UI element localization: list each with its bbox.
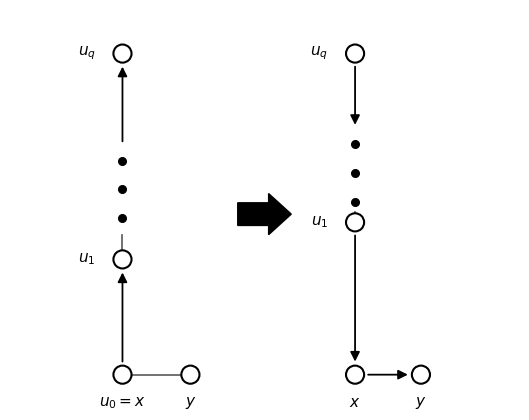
- Circle shape: [346, 213, 364, 231]
- Circle shape: [181, 365, 199, 384]
- Circle shape: [412, 365, 430, 384]
- Circle shape: [113, 45, 132, 63]
- Circle shape: [346, 365, 364, 384]
- Circle shape: [113, 250, 132, 268]
- Text: $u_1$: $u_1$: [78, 252, 96, 267]
- Text: $y$: $y$: [185, 396, 196, 412]
- Text: $u_q$: $u_q$: [311, 45, 329, 62]
- Circle shape: [346, 45, 364, 63]
- Text: $u_0 = x$: $u_0 = x$: [99, 396, 146, 411]
- Circle shape: [113, 365, 132, 384]
- Text: $y$: $y$: [415, 396, 427, 412]
- Text: $x$: $x$: [349, 396, 361, 410]
- FancyArrow shape: [238, 194, 291, 235]
- Text: $u_q$: $u_q$: [78, 45, 96, 62]
- Text: $u_1$: $u_1$: [311, 215, 329, 230]
